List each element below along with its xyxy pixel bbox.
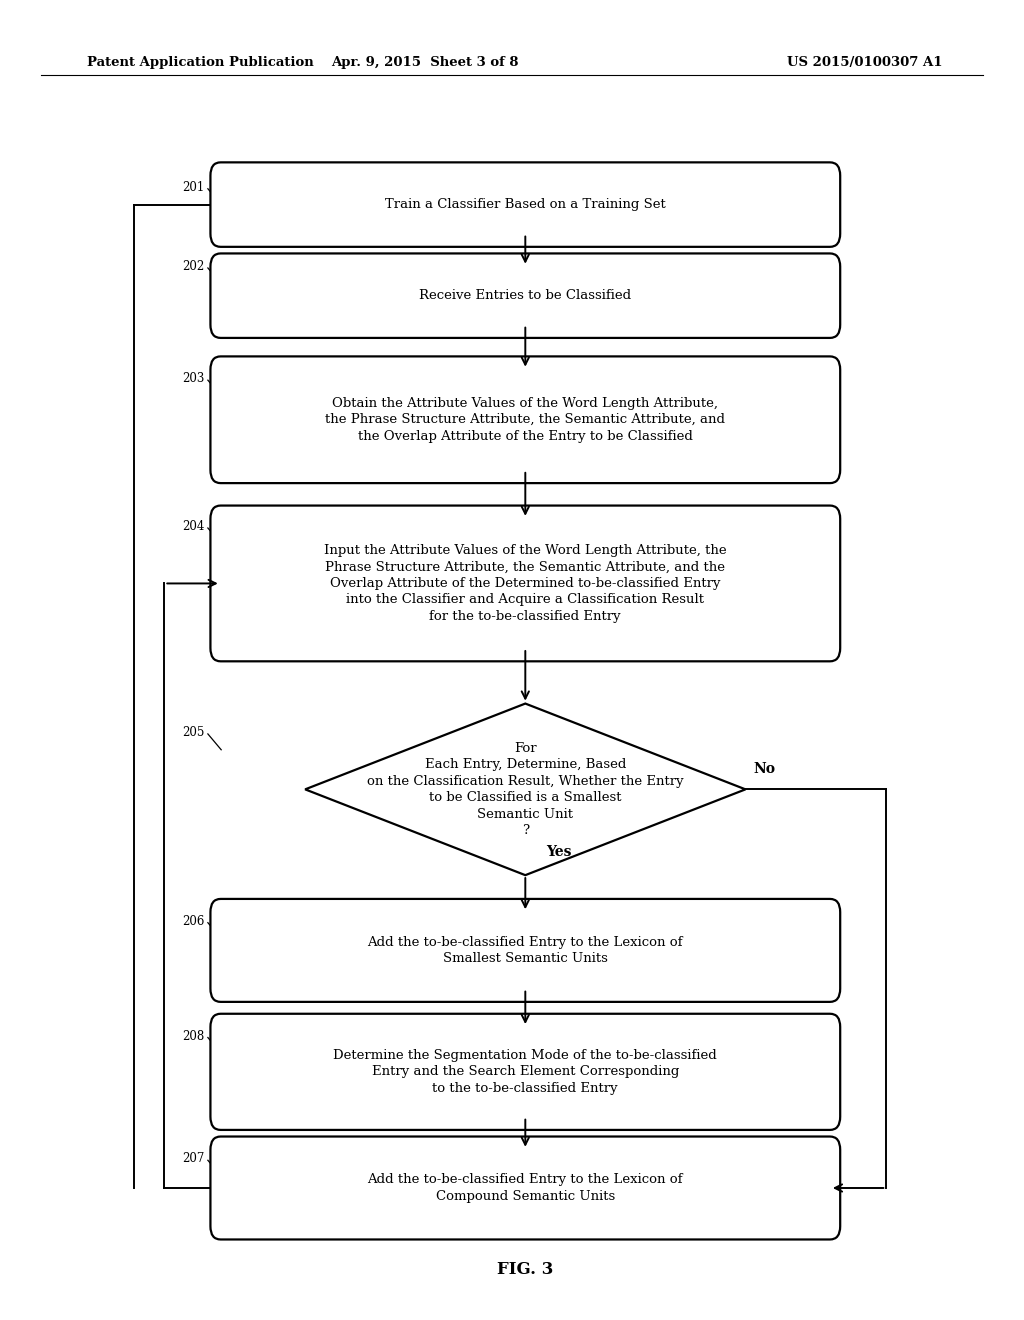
Text: Add the to-be-classified Entry to the Lexicon of
Smallest Semantic Units: Add the to-be-classified Entry to the Le… xyxy=(368,936,683,965)
Text: 205: 205 xyxy=(182,726,205,739)
Text: 201: 201 xyxy=(182,181,205,194)
Text: Yes: Yes xyxy=(546,845,571,859)
FancyBboxPatch shape xyxy=(211,356,840,483)
Text: 206: 206 xyxy=(182,915,205,928)
Text: Apr. 9, 2015  Sheet 3 of 8: Apr. 9, 2015 Sheet 3 of 8 xyxy=(331,55,519,69)
Text: 204: 204 xyxy=(182,520,205,533)
Text: 208: 208 xyxy=(182,1030,205,1043)
Text: 203: 203 xyxy=(182,372,205,385)
Text: Determine the Segmentation Mode of the to-be-classified
Entry and the Search Ele: Determine the Segmentation Mode of the t… xyxy=(334,1049,717,1094)
Text: No: No xyxy=(754,762,775,776)
Text: US 2015/0100307 A1: US 2015/0100307 A1 xyxy=(786,55,942,69)
FancyBboxPatch shape xyxy=(211,506,840,661)
Text: Add the to-be-classified Entry to the Lexicon of
Compound Semantic Units: Add the to-be-classified Entry to the Le… xyxy=(368,1173,683,1203)
FancyBboxPatch shape xyxy=(211,253,840,338)
Text: 207: 207 xyxy=(182,1152,205,1166)
Text: For
Each Entry, Determine, Based
on the Classification Result, Whether the Entry: For Each Entry, Determine, Based on the … xyxy=(367,742,684,837)
Text: Train a Classifier Based on a Training Set: Train a Classifier Based on a Training S… xyxy=(385,198,666,211)
Text: FIG. 3: FIG. 3 xyxy=(497,1262,554,1278)
FancyBboxPatch shape xyxy=(211,899,840,1002)
Polygon shape xyxy=(305,704,745,875)
FancyBboxPatch shape xyxy=(211,1137,840,1239)
Text: Obtain the Attribute Values of the Word Length Attribute,
the Phrase Structure A: Obtain the Attribute Values of the Word … xyxy=(326,397,725,442)
Text: 202: 202 xyxy=(182,260,205,273)
Text: Input the Attribute Values of the Word Length Attribute, the
Phrase Structure At: Input the Attribute Values of the Word L… xyxy=(324,544,727,623)
FancyBboxPatch shape xyxy=(211,162,840,247)
Text: Receive Entries to be Classified: Receive Entries to be Classified xyxy=(419,289,632,302)
Text: Patent Application Publication: Patent Application Publication xyxy=(87,55,313,69)
FancyBboxPatch shape xyxy=(211,1014,840,1130)
